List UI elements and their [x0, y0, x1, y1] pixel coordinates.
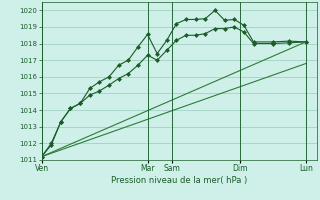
X-axis label: Pression niveau de la mer( hPa ): Pression niveau de la mer( hPa ) [111, 176, 247, 185]
